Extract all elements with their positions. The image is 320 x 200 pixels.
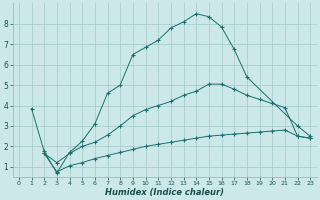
X-axis label: Humidex (Indice chaleur): Humidex (Indice chaleur) xyxy=(105,188,224,197)
